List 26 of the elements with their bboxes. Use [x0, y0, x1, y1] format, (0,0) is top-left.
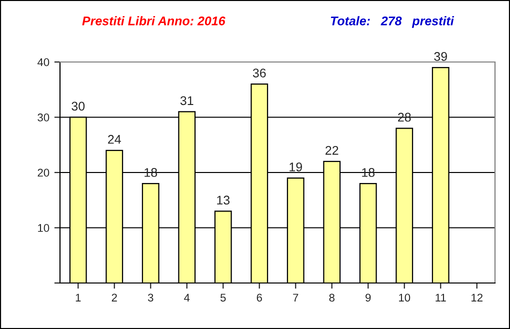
x-tick-label: 5 — [220, 294, 226, 302]
x-tick-label: 6 — [256, 294, 262, 302]
y-tick-label: 40 — [37, 58, 50, 66]
data-label: 13 — [217, 196, 230, 205]
x-tick-label: 2 — [112, 294, 117, 302]
chart-title: Prestiti Libri Anno: 2016 — [82, 16, 226, 26]
data-label: 22 — [326, 146, 338, 155]
data-label: 19 — [290, 162, 302, 172]
y-tick-label: 30 — [38, 114, 50, 122]
data-label: 24 — [108, 134, 121, 144]
x-tick-label: 4 — [184, 294, 190, 302]
x-tick-label: 8 — [329, 294, 334, 302]
y-tick-label: 10 — [38, 224, 50, 232]
x-tick-label: 7 — [293, 294, 298, 302]
y-tick-label: 20 — [38, 168, 50, 177]
text: Totale: 278 prestiti — [330, 16, 454, 28]
x-tick-label: 3 — [148, 294, 154, 302]
x-tick-label: 1 — [76, 294, 81, 302]
x-tick-label: 9 — [366, 294, 371, 302]
x-tick-label: 12 — [472, 294, 482, 302]
x-tick-label: 11 — [436, 294, 446, 302]
data-label: 39 — [434, 52, 447, 61]
data-label: 31 — [180, 96, 194, 106]
data-label: 36 — [252, 68, 266, 78]
data-label: 30 — [72, 102, 85, 111]
x-tick-label: 10 — [399, 294, 410, 302]
